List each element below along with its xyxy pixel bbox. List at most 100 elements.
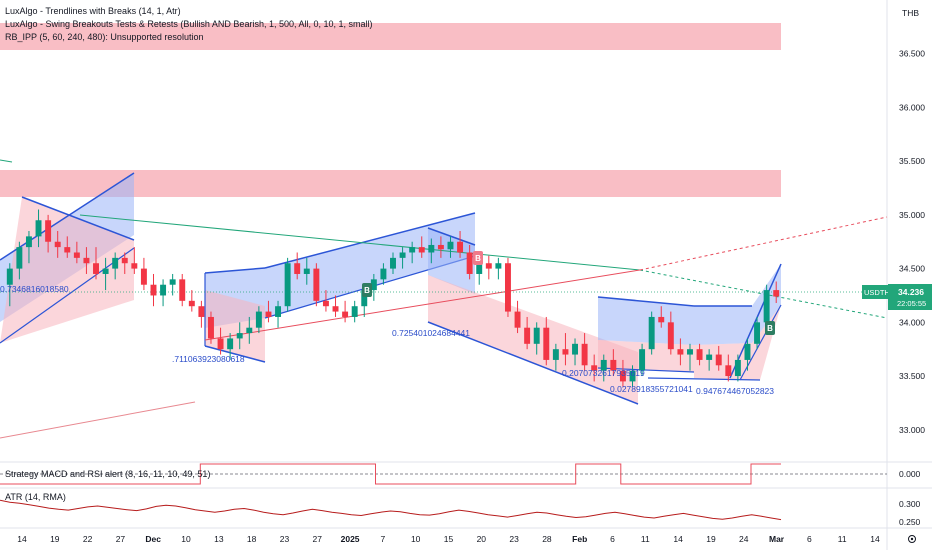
candle-body (102, 268, 109, 274)
x-tick-label: 23 (280, 534, 290, 544)
signal-marker: B (362, 283, 372, 297)
y-tick-label: 34.500 (899, 264, 925, 274)
candle-body (275, 306, 282, 317)
candle-body (227, 338, 234, 350)
candle-body (6, 268, 13, 285)
signal-label: B (767, 324, 773, 333)
candle-body (744, 343, 751, 360)
countdown: 22:05:55 (897, 299, 926, 308)
x-axis: 14 19 22 27 Dec 10 13 18 23 27 2025 7 10 15 20 23 28 Feb 6… (17, 534, 880, 544)
candle-body (160, 284, 167, 296)
atr-line (0, 499, 782, 521)
candle-body (715, 354, 722, 366)
y-axis: 36.500 36.000 35.500 35.000 34.500 34.000 33.5… (899, 49, 925, 435)
signal-marker: B (765, 321, 775, 335)
atr-y-tick-2: 0.250 (899, 517, 921, 527)
y-tick-label: 35.500 (899, 156, 925, 166)
candle-body (639, 349, 646, 371)
trendline-value-label: 0.725401024684441 (392, 328, 470, 338)
signal-label: B (364, 286, 370, 295)
candle-body (64, 247, 71, 253)
trendline-value-label: 0.7346816018580 (0, 284, 69, 294)
x-tick-label: 23 (509, 534, 519, 544)
strategy-step-line (0, 463, 781, 485)
candle-body (734, 359, 741, 377)
candle-body (93, 263, 99, 274)
candle-body (150, 284, 157, 296)
x-tick-label: 19 (706, 534, 716, 544)
candle-body (677, 349, 684, 355)
candle-body (437, 244, 444, 250)
candle-body (399, 252, 406, 258)
candle-body (418, 247, 425, 253)
candle-body (169, 279, 176, 285)
candle-body (476, 263, 483, 274)
candle-body (342, 311, 349, 317)
candles-group (6, 209, 780, 387)
candle-body (485, 263, 492, 269)
signal-marker: B (473, 251, 483, 265)
symbol-label: USDTHB (864, 288, 895, 297)
atr-y-tick-1: 0.300 (899, 499, 921, 509)
candle-body (504, 263, 511, 312)
currency-label: THB (902, 8, 919, 18)
candle-body (121, 257, 128, 264)
candle-body (591, 365, 598, 371)
x-tick-label: 11 (641, 534, 650, 544)
annotations-group: 0.7346816018580 .711063923080618 0.7254010… (0, 251, 775, 396)
candle-body (562, 349, 569, 355)
last-price-box (888, 284, 932, 310)
symbol-price-box (862, 285, 888, 299)
last-price: 34.236 (898, 287, 924, 297)
candle-body (83, 257, 90, 264)
x-tick-label: 24 (739, 534, 749, 544)
x-tick-label: Mar (769, 534, 785, 544)
candle-body (236, 333, 243, 339)
x-tick-label: 19 (50, 534, 60, 544)
axis-settings-icon[interactable] (908, 535, 916, 543)
indicator-label-2: LuxAlgo - Swing Breakouts Tests & Retest… (5, 19, 373, 29)
trendline-value-label: 0.2070732617935619 (562, 368, 645, 378)
candle-body (45, 220, 52, 242)
candle-body (390, 257, 396, 269)
x-tick-label: 20 (477, 534, 487, 544)
candle-body (581, 343, 588, 366)
candle-body (763, 290, 770, 323)
candle-body (255, 311, 262, 328)
x-tick-label: 11 (838, 534, 847, 544)
strategy-y-tick: 0.000 (899, 469, 921, 479)
candle-body (706, 354, 713, 360)
candle-body (370, 279, 377, 291)
candle-body (533, 327, 540, 344)
candle-body (658, 316, 665, 323)
x-tick-label: Dec (145, 534, 161, 544)
candle-body (131, 263, 138, 269)
y-tick-label: 33.500 (899, 371, 925, 381)
candle-body (466, 252, 473, 274)
candle-body (725, 365, 732, 377)
x-tick-label: 2025 (341, 534, 360, 544)
x-tick-label: 14 (673, 534, 683, 544)
candle-body (16, 247, 23, 269)
candle-body (73, 252, 80, 258)
candle-body (667, 322, 674, 350)
y-tick-label: 36.000 (899, 102, 925, 112)
candle-body (543, 327, 550, 360)
green-trendline-long (79, 214, 641, 271)
candle-body (188, 300, 195, 307)
candle-body (322, 300, 329, 307)
candle-body (514, 311, 521, 328)
candle-body (198, 306, 205, 317)
y-tick-label: 33.000 (899, 425, 925, 435)
candle-body (687, 349, 693, 355)
candle-body (54, 241, 61, 248)
candle-body (495, 263, 502, 269)
x-tick-label: 13 (214, 534, 224, 544)
x-tick-label: 15 (444, 534, 454, 544)
atr-pane (0, 499, 782, 521)
candle-body (265, 311, 272, 317)
candle-body (457, 241, 464, 253)
trendline-value-label: 0.0278918355721041 (610, 384, 693, 394)
channel-4-upper (428, 228, 475, 294)
